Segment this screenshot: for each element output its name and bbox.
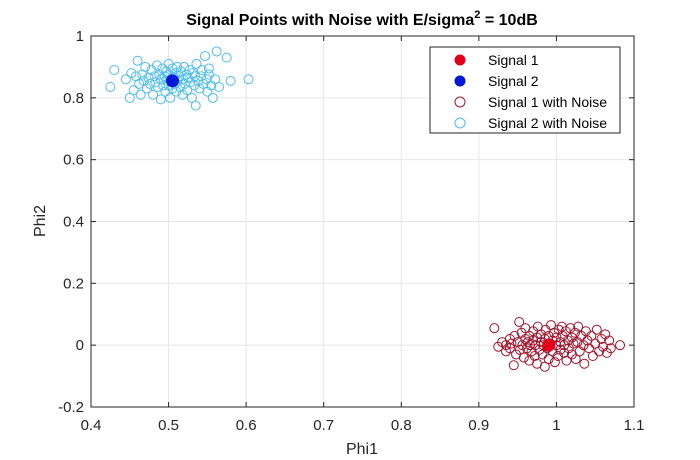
noise-point xyxy=(190,100,201,111)
x-tick-label: 1.1 xyxy=(624,417,645,434)
noise-point xyxy=(207,92,218,103)
noise-point xyxy=(186,92,197,103)
noise-point xyxy=(591,324,602,335)
noise-point xyxy=(509,330,520,341)
noise-point xyxy=(187,68,198,79)
noise-point xyxy=(514,344,525,355)
noise-point xyxy=(561,355,572,366)
noise-point xyxy=(124,92,135,103)
y-tick-label: 0.4 xyxy=(63,214,84,231)
chart-title-tail: = 10dB xyxy=(480,12,537,29)
noise-point xyxy=(213,82,224,93)
y-tick-label: 0.8 xyxy=(63,90,84,107)
x-tick-label: 0.4 xyxy=(81,417,102,434)
noise-point xyxy=(184,65,195,76)
noise-point xyxy=(132,55,143,66)
noise-point xyxy=(539,361,550,372)
chart-title-superscript: 2 xyxy=(474,9,480,21)
noise-point xyxy=(221,52,232,63)
chart-title: Signal Points with Noise with E/sigma2 =… xyxy=(186,9,538,29)
noise-point xyxy=(243,74,254,85)
noise-point xyxy=(191,58,202,69)
noise-point xyxy=(570,354,581,365)
noise-point xyxy=(504,343,515,354)
legend-label-signal-2: Signal 2 xyxy=(488,73,539,89)
noise-point xyxy=(549,357,560,368)
y-tick-labels: -0.2 0 0.2 0.4 0.6 0.8 1 xyxy=(58,28,84,416)
x-tick-label: 0.7 xyxy=(313,417,334,434)
noise-point xyxy=(149,71,160,82)
legend-label-signal-2-noise: Signal 2 with Noise xyxy=(488,115,607,131)
y-tick-label: 0.6 xyxy=(63,152,84,169)
noise-point xyxy=(508,360,519,371)
data-series xyxy=(105,46,626,372)
noise-point xyxy=(109,65,120,76)
noise-point xyxy=(154,69,165,80)
noise-point xyxy=(604,335,615,346)
noise-point xyxy=(196,71,207,82)
x-axis-label: Phi1 xyxy=(346,441,378,458)
y-tick-label: -0.2 xyxy=(58,399,84,416)
x-tick-label: 0.5 xyxy=(158,417,179,434)
noise-point xyxy=(570,327,581,338)
noise-point xyxy=(179,61,190,72)
noise-point xyxy=(518,352,529,363)
noise-point xyxy=(128,85,139,96)
y-tick-label: 0 xyxy=(76,337,84,354)
noise-point xyxy=(151,60,162,71)
noise-point xyxy=(211,46,222,57)
signal-point xyxy=(542,338,556,352)
noise-point xyxy=(140,61,151,72)
legend-marker-filled xyxy=(454,54,466,66)
noise-point xyxy=(135,89,146,100)
noise-point xyxy=(196,65,207,76)
series-signal-2 xyxy=(165,74,179,88)
series-signal-1 xyxy=(542,338,556,352)
noise-point xyxy=(210,74,221,85)
noise-point xyxy=(615,340,626,351)
noise-point xyxy=(543,354,554,365)
noise-point xyxy=(573,321,584,332)
noise-point xyxy=(203,63,214,74)
noise-point xyxy=(148,89,159,100)
noise-point xyxy=(605,343,616,354)
x-tick-label: 0.6 xyxy=(236,417,257,434)
y-tick-label: 0.2 xyxy=(63,275,84,292)
legend-label-signal-1: Signal 1 xyxy=(488,52,539,68)
x-tick-label: 0.8 xyxy=(391,417,412,434)
signal-point xyxy=(165,74,179,88)
noise-point xyxy=(120,74,131,85)
noise-point xyxy=(155,94,166,105)
noise-point xyxy=(179,78,190,89)
legend: Signal 1 Signal 2 Signal 1 with Noise Si… xyxy=(429,46,621,134)
x-tick-label: 1 xyxy=(552,417,560,434)
noise-point xyxy=(489,323,500,334)
legend-label-signal-1-noise: Signal 1 with Noise xyxy=(488,94,607,110)
y-axis-label: Phi2 xyxy=(32,205,49,237)
chart-title-main: Signal Points with Noise with E/sigma xyxy=(186,12,474,29)
x-tick-labels: 0.4 0.5 0.6 0.7 0.8 0.9 1 1.1 xyxy=(81,417,645,434)
noise-point xyxy=(579,358,590,369)
axis-ticks xyxy=(90,35,635,408)
legend-marker-open xyxy=(454,96,466,108)
legend-marker-open xyxy=(454,117,466,129)
y-tick-label: 1 xyxy=(76,28,84,45)
legend-marker-filled xyxy=(454,75,466,87)
noise-point xyxy=(225,75,236,86)
legend-markers xyxy=(454,54,466,129)
noise-point xyxy=(514,316,525,327)
noise-point xyxy=(105,82,116,93)
noise-point xyxy=(200,51,211,62)
noise-point xyxy=(165,92,176,103)
noise-point xyxy=(586,330,597,341)
noise-point xyxy=(552,350,563,361)
x-tick-label: 0.9 xyxy=(468,417,489,434)
